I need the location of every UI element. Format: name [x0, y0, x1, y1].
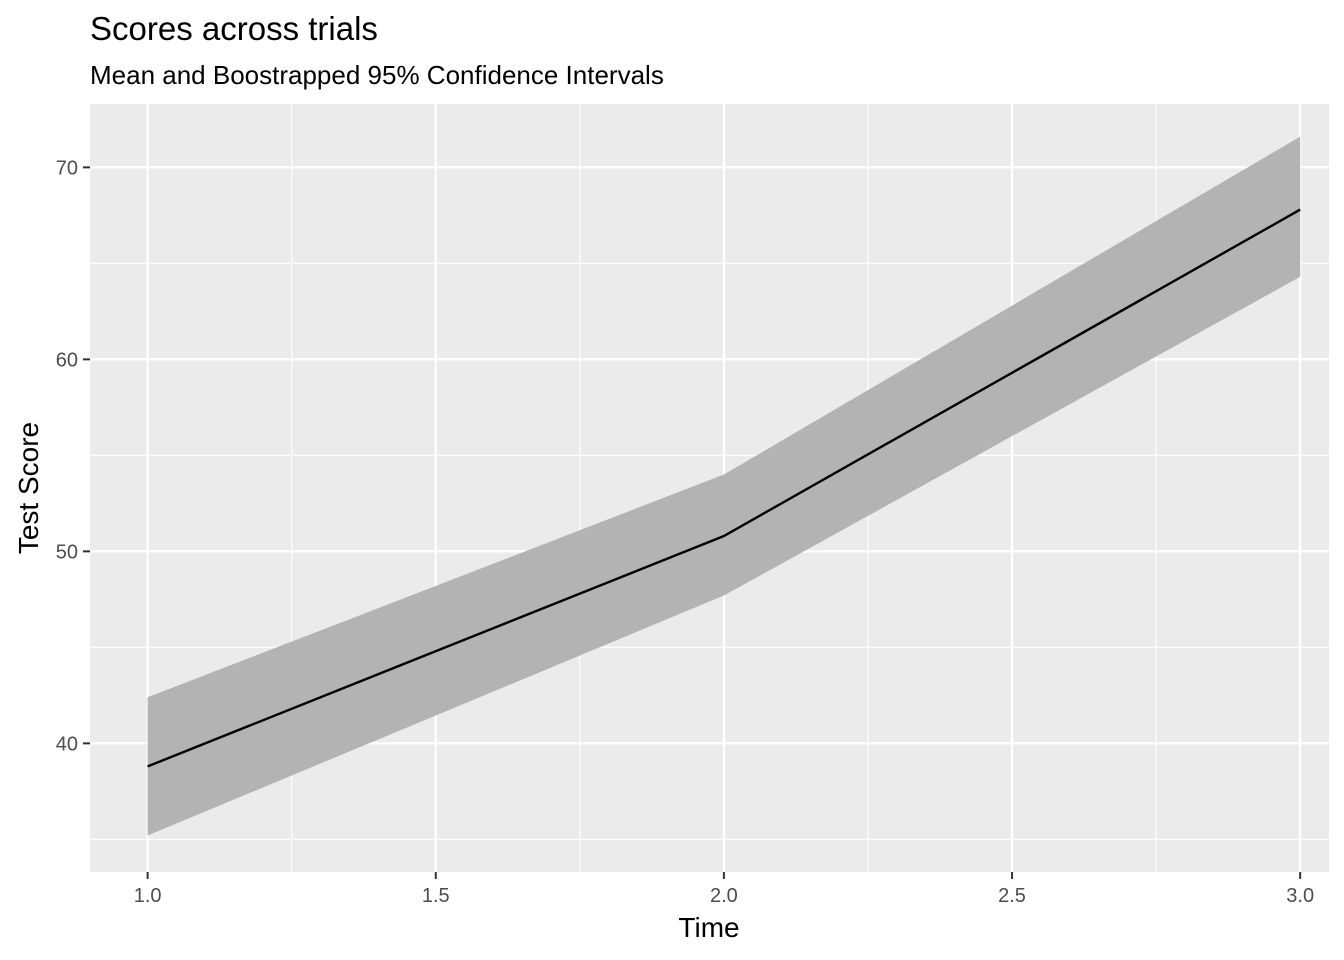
- y-axis: 40 50 60 70: [56, 157, 90, 755]
- y-tick-label: 40: [56, 733, 78, 755]
- x-tick-label: 2.5: [998, 885, 1026, 907]
- x-tick-label: 1.0: [134, 885, 162, 907]
- x-axis-label: Time: [678, 912, 739, 943]
- x-tick-label: 1.5: [422, 885, 450, 907]
- y-tick-label: 50: [56, 541, 78, 563]
- chart-title: Scores across trials: [90, 10, 378, 47]
- mean-line: [147, 208, 1301, 768]
- y-tick-label: 60: [56, 349, 78, 371]
- x-axis: 1.0 1.5 2.0 2.5 3.0: [134, 872, 1314, 907]
- x-tick-label: 3.0: [1286, 885, 1314, 907]
- chart-subtitle: Mean and Boostrapped 95% Confidence Inte…: [90, 60, 664, 90]
- y-axis-label: Test Score: [13, 422, 44, 554]
- y-tick-label: 70: [56, 157, 78, 179]
- confidence-interval-ribbon: [147, 136, 1301, 836]
- x-tick-label: 2.0: [710, 885, 738, 907]
